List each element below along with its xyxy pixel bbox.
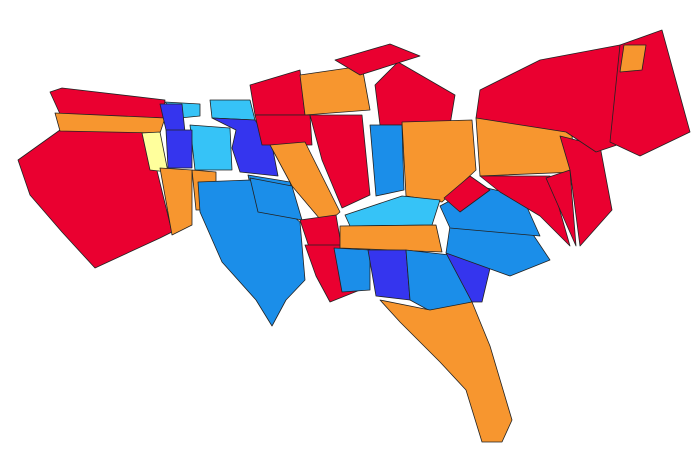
map-region — [374, 61, 456, 126]
map-region — [479, 175, 571, 247]
map-region — [379, 299, 513, 443]
map-region — [609, 29, 691, 157]
map-region — [299, 65, 371, 116]
map-region — [339, 224, 443, 253]
map-region — [619, 44, 647, 73]
map-region — [334, 43, 421, 76]
map-region — [159, 103, 186, 133]
map-region — [367, 249, 411, 301]
map-region — [344, 195, 441, 227]
map-region — [254, 114, 313, 146]
map-region — [545, 169, 577, 247]
map-region — [309, 114, 371, 209]
map-region — [189, 124, 233, 171]
map-region — [475, 44, 633, 153]
map-region — [333, 247, 371, 293]
map-region — [159, 167, 193, 236]
map-region — [369, 124, 405, 197]
map-region — [443, 175, 491, 213]
map-region — [165, 129, 193, 169]
map-region — [249, 69, 306, 116]
map-region — [209, 99, 256, 121]
